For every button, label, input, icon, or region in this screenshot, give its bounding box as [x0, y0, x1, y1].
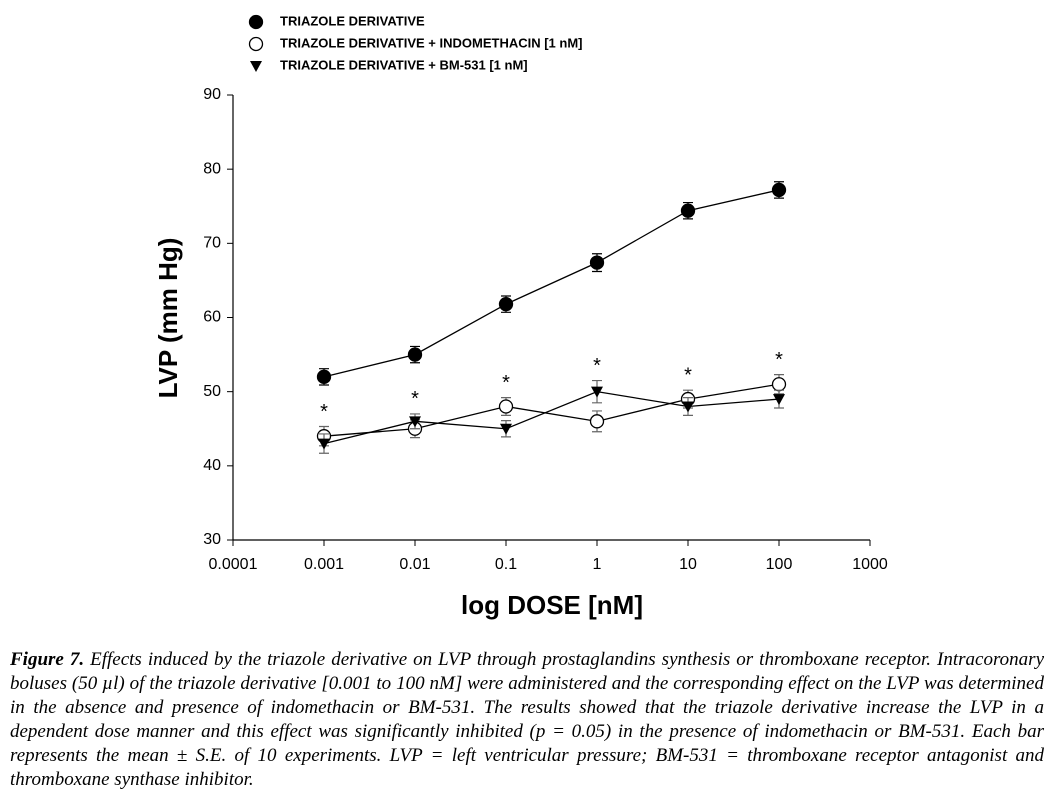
legend-marker — [250, 61, 262, 72]
series-line — [323, 189, 780, 378]
significance-label: * — [684, 364, 692, 386]
x-tick-label: 0.001 — [304, 556, 344, 573]
significance-label: * — [775, 349, 783, 371]
data-point — [773, 394, 785, 406]
data-point — [680, 203, 696, 218]
caption-text: Effects induced by the triazole derivati… — [10, 649, 1045, 790]
x-tick-label: 0.01 — [399, 556, 430, 573]
y-tick-label: 80 — [203, 160, 221, 177]
data-point — [771, 182, 787, 198]
y-tick-label: 50 — [203, 383, 221, 400]
x-tick-label: 10 — [679, 556, 697, 573]
y-tick-label: 30 — [203, 531, 221, 548]
data-point — [591, 386, 603, 398]
y-tick-label: 60 — [203, 309, 221, 326]
significance-label: * — [411, 388, 419, 410]
legend-marker — [248, 14, 264, 30]
figure-caption: Figure 7. Effects induced by the triazol… — [10, 648, 1044, 792]
y-tick-label: 90 — [203, 86, 221, 103]
significance-label: * — [502, 372, 510, 394]
x-tick-label: 100 — [766, 556, 793, 573]
caption-label: Figure 7. — [10, 649, 85, 670]
data-point — [589, 255, 605, 270]
significance-label: * — [320, 401, 328, 423]
y-tick-label: 40 — [203, 457, 221, 474]
data-point — [589, 414, 605, 429]
legend-marker — [248, 36, 264, 52]
x-tick-label: 0.1 — [495, 556, 517, 573]
data-point — [407, 347, 423, 362]
x-tick-label: 0.0001 — [209, 556, 258, 573]
series-line — [323, 390, 780, 445]
legend-label: TRIAZOLE DERIVATIVE + INDOMETHACIN [1 nM… — [280, 35, 583, 50]
data-point — [500, 423, 512, 435]
data-point — [498, 399, 514, 414]
legend-label: TRIAZOLE DERIVATIVE — [280, 13, 425, 28]
chart: LVP (mm Hg) log DOSE [nM] 30 40 50 60 70 80 90… — [153, 13, 888, 620]
data-point — [771, 377, 787, 392]
significance-label: * — [593, 355, 601, 377]
series-line — [323, 383, 780, 437]
data-point — [498, 296, 514, 312]
data-point — [316, 369, 332, 384]
y-tick-label: 70 — [203, 235, 221, 252]
data-point — [318, 438, 330, 450]
x-tick-label: 1000 — [852, 556, 888, 573]
data-point — [682, 401, 694, 413]
y-axis-title: LVP (mm Hg) — [153, 238, 183, 399]
x-tick-label: 1 — [593, 556, 602, 573]
data-point — [409, 416, 421, 428]
legend-label: TRIAZOLE DERIVATIVE + BM-531 [1 nM] — [280, 57, 528, 72]
x-axis-title: log DOSE [nM] — [461, 590, 643, 620]
